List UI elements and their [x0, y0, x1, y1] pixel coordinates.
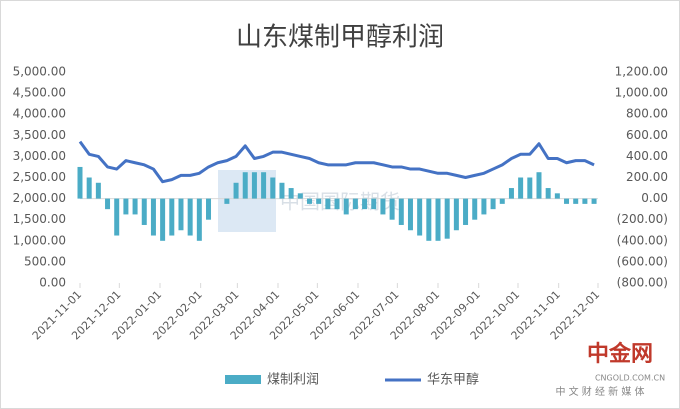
bar — [288, 188, 294, 199]
bar — [352, 198, 358, 210]
bar — [261, 172, 267, 199]
logo-site: CNGOLD.COM.CN — [595, 374, 665, 383]
bar — [380, 198, 386, 215]
bar — [306, 198, 312, 204]
bar — [132, 198, 138, 215]
bar — [196, 198, 202, 241]
bar — [389, 198, 395, 220]
bar — [481, 198, 487, 215]
bar — [251, 172, 257, 199]
y2-tick-label: 800.00 — [626, 107, 668, 121]
y-tick-label: 3,500.00 — [13, 128, 66, 142]
bar — [582, 198, 588, 204]
bar — [334, 198, 340, 210]
bar — [417, 198, 423, 236]
y2-tick-label: 0.00 — [641, 191, 668, 205]
bar — [490, 198, 496, 210]
bar — [316, 198, 322, 204]
legend-label: 华东甲醇 — [427, 372, 479, 388]
y-tick-label: 5,000.00 — [13, 65, 66, 79]
bar — [472, 198, 478, 220]
bar — [169, 198, 175, 236]
bar — [178, 198, 184, 231]
y-tick-label: 1,000.00 — [13, 233, 66, 247]
bar — [407, 198, 413, 231]
bar — [279, 182, 285, 199]
bar — [141, 198, 147, 225]
y-tick-label: 3,000.00 — [13, 149, 66, 163]
bar — [518, 177, 524, 199]
bar — [206, 198, 212, 220]
y2-tick-label: (800.00) — [617, 276, 668, 290]
bar — [508, 188, 514, 199]
chart-title: 山东煤制甲醇利润 — [236, 23, 444, 53]
logo-slogan: 中 文 财 经 新 媒 体 — [555, 385, 644, 398]
y-tick-label: 4,500.00 — [13, 86, 66, 100]
bar — [398, 198, 404, 225]
bar — [77, 166, 83, 199]
legend-label: 煤制利润 — [267, 373, 319, 388]
bar — [343, 198, 349, 215]
y2-tick-label: (200.00) — [617, 212, 668, 226]
bar — [233, 182, 239, 199]
bar — [463, 198, 469, 225]
bar — [444, 198, 450, 239]
bar — [270, 177, 276, 199]
y2-tick-label: 1,000.00 — [615, 86, 668, 100]
bar — [95, 182, 101, 199]
bar — [187, 198, 193, 236]
bar — [224, 198, 230, 204]
bar — [545, 188, 551, 199]
y2-tick-label: 1,200.00 — [615, 65, 668, 79]
bar — [527, 177, 533, 199]
bar — [105, 198, 111, 210]
y-tick-label: 2,000.00 — [13, 191, 66, 205]
bar — [536, 172, 542, 199]
bar — [242, 172, 248, 199]
bar — [160, 198, 166, 241]
bar — [123, 198, 129, 215]
bar — [297, 193, 303, 199]
bar — [564, 198, 570, 204]
y2-tick-label: 400.00 — [626, 149, 668, 163]
y2-tick-label: (400.00) — [617, 233, 668, 247]
y-tick-label: 0.00 — [39, 276, 66, 290]
bar — [325, 198, 331, 210]
y-tick-label: 1,500.00 — [13, 212, 66, 226]
bar — [573, 198, 579, 204]
logo-name: 中金网 — [587, 341, 653, 367]
bar — [86, 177, 92, 199]
bar — [554, 193, 560, 199]
bar — [114, 198, 120, 236]
bar — [591, 198, 597, 204]
y-tick-label: 500.00 — [24, 254, 66, 268]
bar — [426, 198, 432, 241]
y-tick-label: 2,500.00 — [13, 170, 66, 184]
bar — [435, 198, 441, 241]
y2-tick-label: 600.00 — [626, 128, 668, 142]
y-tick-label: 4,000.00 — [13, 107, 66, 121]
bar — [499, 198, 505, 204]
bar — [150, 198, 156, 236]
y2-tick-label: (600.00) — [617, 254, 668, 268]
bar — [453, 198, 459, 231]
legend-swatch — [225, 375, 261, 384]
bar — [371, 198, 377, 210]
line — [78, 140, 595, 184]
bar — [362, 198, 368, 210]
y2-tick-label: 200.00 — [626, 170, 668, 184]
